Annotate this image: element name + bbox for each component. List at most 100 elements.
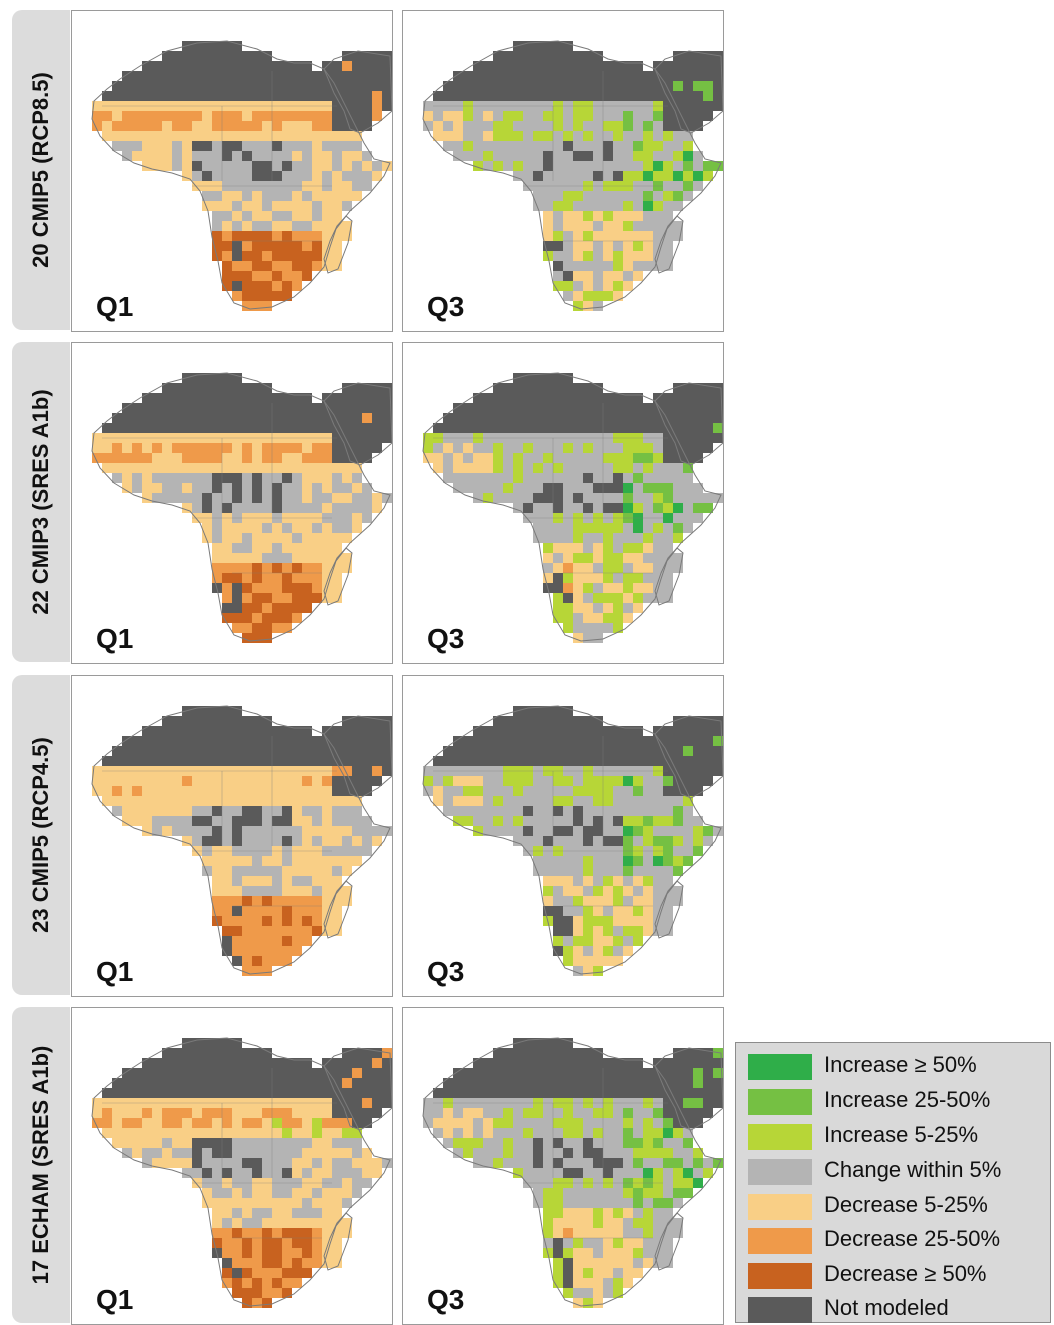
map-cell — [202, 1188, 212, 1198]
map-cell — [162, 1088, 172, 1098]
map-cell — [282, 553, 292, 563]
map-cell — [473, 1068, 483, 1078]
map-cell — [623, 553, 633, 563]
map-cell — [212, 1078, 222, 1088]
map-cell — [292, 806, 302, 816]
map-cell — [693, 423, 703, 433]
map-cell — [252, 383, 262, 393]
map-cell — [382, 1098, 392, 1108]
map-cell — [473, 1058, 483, 1068]
map-cell — [673, 483, 683, 493]
map-cell — [563, 1038, 573, 1048]
map-cell — [322, 796, 332, 806]
map-cell — [372, 826, 382, 836]
map-cell — [473, 493, 483, 503]
map-cell — [332, 1068, 342, 1078]
map-cell — [613, 1108, 623, 1118]
map-cell — [553, 533, 563, 543]
map-cell — [202, 81, 212, 91]
map-cell — [322, 1118, 332, 1128]
map-cell — [292, 241, 302, 251]
map-cell — [613, 231, 623, 241]
map-cell — [663, 61, 673, 71]
map-cell — [332, 846, 342, 856]
map-cell — [433, 1108, 443, 1118]
map-cell — [292, 1258, 302, 1268]
map-cell — [162, 61, 172, 71]
legend-item-decrease-25-50: Decrease 25-50% — [748, 1225, 1048, 1255]
map-cell — [693, 1108, 703, 1118]
map-cell — [603, 623, 613, 633]
map-cell — [673, 91, 683, 101]
map-cell — [272, 1148, 282, 1158]
map-cell — [593, 61, 603, 71]
map-cell — [673, 171, 683, 181]
map-cell — [593, 583, 603, 593]
map-cell — [593, 926, 603, 936]
map-cell — [573, 1188, 583, 1198]
map-cell — [252, 936, 262, 946]
map-cell — [192, 786, 202, 796]
map-cell — [563, 573, 573, 583]
map-cell — [312, 453, 322, 463]
map-cell — [533, 383, 543, 393]
map-cell — [272, 191, 282, 201]
map-cell — [563, 1218, 573, 1228]
map-cell — [673, 1098, 683, 1108]
map-cell — [653, 493, 663, 503]
map-cell — [573, 776, 583, 786]
map-cell — [713, 403, 723, 413]
map-cell — [272, 826, 282, 836]
map-cell — [192, 1108, 202, 1118]
map-cell — [222, 796, 232, 806]
map-cell — [242, 1048, 252, 1058]
map-cell — [212, 836, 222, 846]
map-cell — [262, 1238, 272, 1248]
map-cell — [663, 816, 673, 826]
map-cell — [633, 1188, 643, 1198]
map-cell — [593, 866, 603, 876]
map-cell — [633, 131, 643, 141]
map-cell — [192, 1048, 202, 1058]
map-cell — [603, 261, 613, 271]
map-cell — [292, 736, 302, 746]
map-cell — [172, 91, 182, 101]
map-cell — [573, 211, 583, 221]
map-cell — [332, 241, 342, 251]
map-cell — [272, 613, 282, 623]
map-cell — [543, 141, 553, 151]
map-cell — [352, 181, 362, 191]
map-cell — [332, 473, 342, 483]
legend-item-decrease-50: Decrease ≥ 50% — [748, 1260, 1048, 1290]
map-cell — [613, 1208, 623, 1218]
map-cell — [172, 393, 182, 403]
map-cell — [242, 886, 252, 896]
map-cell — [252, 1138, 262, 1148]
map-cell — [292, 211, 302, 221]
map-cell — [122, 1148, 132, 1158]
map-cell — [282, 231, 292, 241]
map-cell — [683, 513, 693, 523]
map-cell — [483, 413, 493, 423]
map-cell — [222, 716, 232, 726]
map-cell — [272, 61, 282, 71]
map-cell — [683, 726, 693, 736]
map-cell — [523, 1168, 533, 1178]
map-cell — [222, 91, 232, 101]
map-cell — [493, 1048, 503, 1058]
map-cell — [112, 776, 122, 786]
map-cell — [182, 61, 192, 71]
map-cell — [563, 553, 573, 563]
map-cell — [503, 151, 513, 161]
map-cell — [192, 836, 202, 846]
map-cell — [232, 623, 242, 633]
map-cell — [713, 726, 723, 736]
map-cell — [302, 523, 312, 533]
map-cell — [352, 806, 362, 816]
map-cell — [643, 886, 653, 896]
map-cell — [272, 806, 282, 816]
map-cell — [192, 71, 202, 81]
map-cell — [703, 493, 713, 503]
map-cell — [342, 413, 352, 423]
map-cell — [232, 816, 242, 826]
